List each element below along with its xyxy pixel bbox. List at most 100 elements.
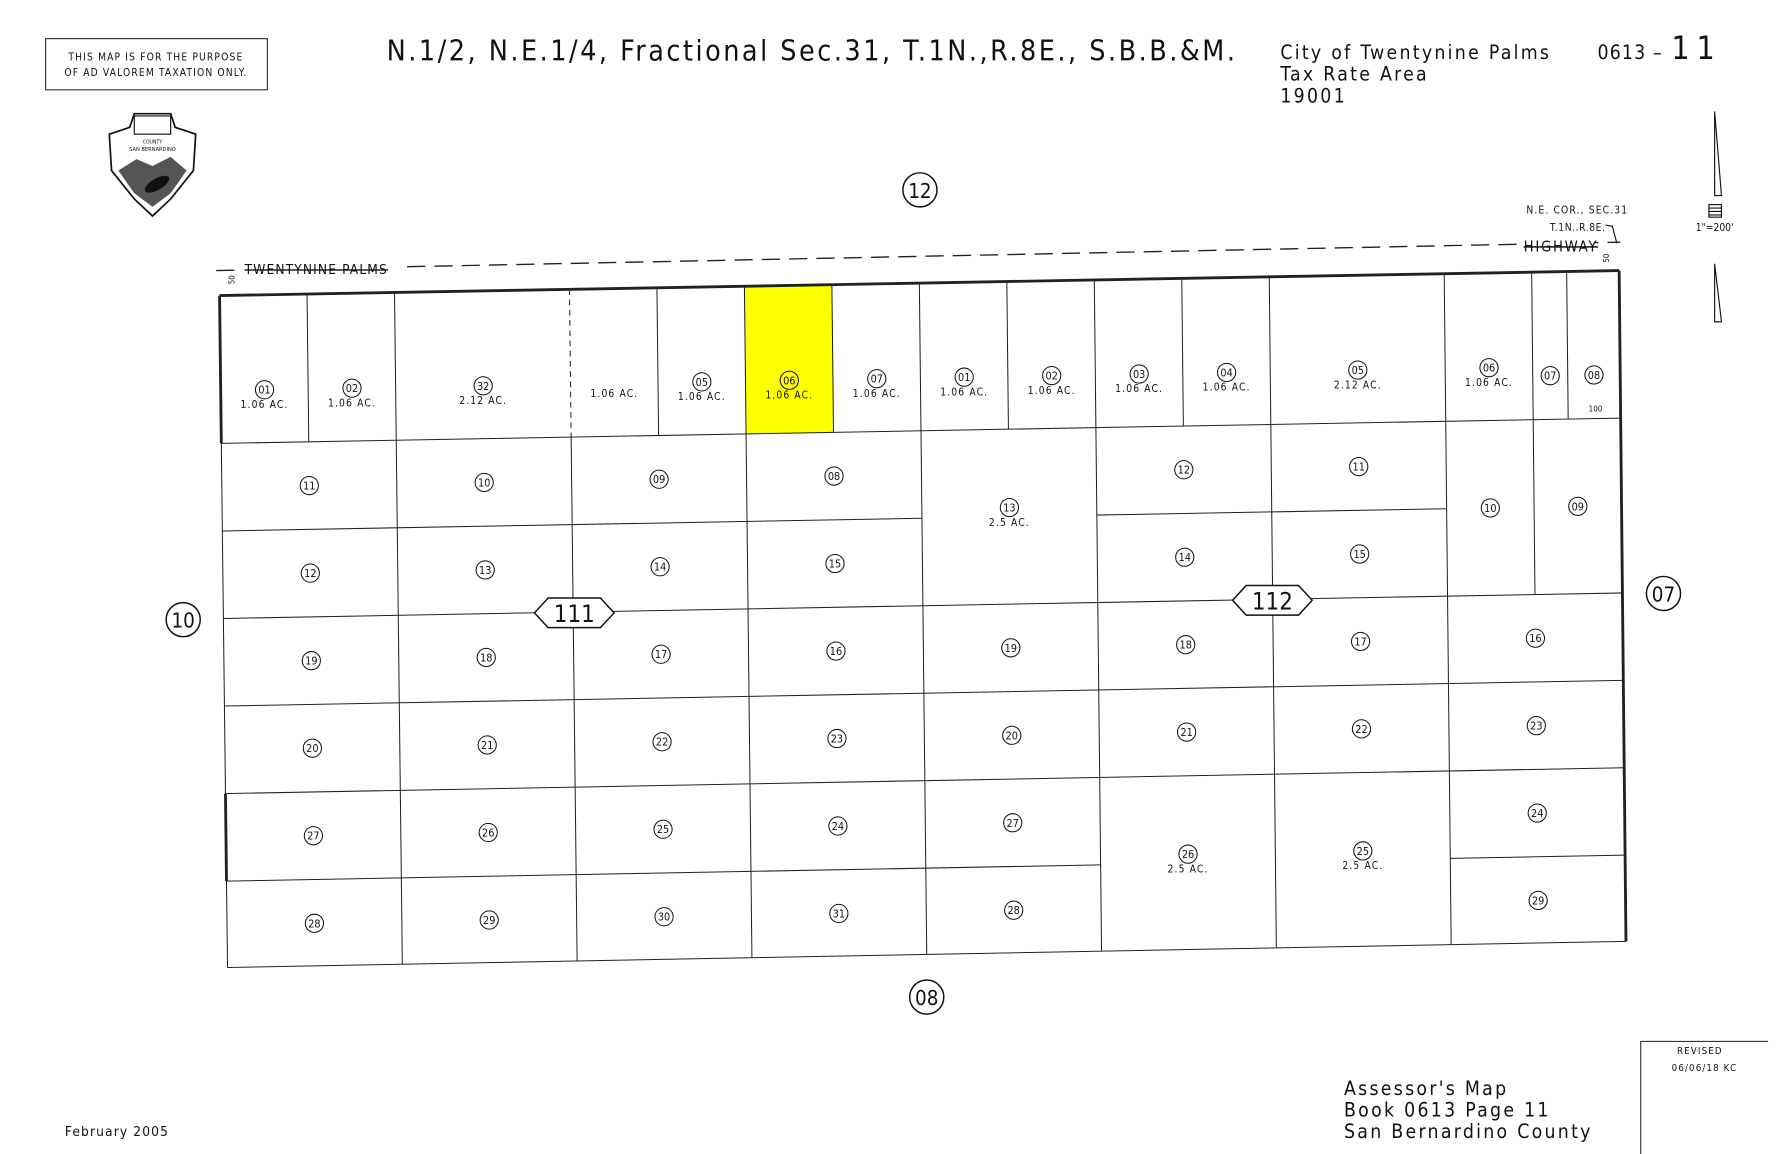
parcel-22[interactable]: 22 — [652, 732, 672, 752]
parcel-17[interactable]: 17 — [1350, 631, 1371, 652]
parcel-21[interactable]: 21 — [1177, 722, 1197, 742]
parcel-acreage: 1.06 AC. — [853, 389, 901, 400]
parcel-10[interactable]: 10 — [474, 472, 494, 493]
parcel-15[interactable]: 15 — [1350, 544, 1370, 564]
parcel-09[interactable]: 09 — [1568, 496, 1588, 516]
parcel-number: 22 — [656, 736, 668, 749]
parcel-20[interactable]: 20 — [302, 738, 322, 758]
parcel-19[interactable]: 19 — [1001, 638, 1021, 658]
parcel-27[interactable]: 27 — [303, 826, 324, 846]
parcel-line — [1450, 854, 1626, 859]
parcel-18[interactable]: 18 — [1176, 635, 1196, 655]
parcel-number: 13 — [1003, 502, 1015, 515]
parcel-number: 16 — [1529, 632, 1541, 645]
parcel-20[interactable]: 20 — [1002, 725, 1022, 745]
parcel-number-circle — [824, 466, 844, 486]
parcel-26[interactable]: 26 — [478, 822, 498, 843]
parcel-07[interactable]: 07 — [1540, 366, 1560, 386]
parcel-number: 10 — [1484, 502, 1496, 515]
parcel-12[interactable]: 12 — [300, 563, 320, 583]
parcel-05[interactable]: 05 2.12 AC. — [1334, 360, 1382, 391]
parcel-02[interactable]: 02 1.06 AC. — [1028, 365, 1076, 397]
parcel-line — [1268, 276, 1272, 425]
parcel-13[interactable]: 13 2.5 AC. — [989, 497, 1030, 529]
parcel-unnumbered[interactable]: 1.06 AC. — [590, 389, 638, 400]
parcel-acreage: 1.06 AC. — [678, 392, 726, 403]
parcel-14[interactable]: 14 — [1175, 547, 1195, 567]
parcel-11[interactable]: 11 — [1349, 456, 1369, 477]
parcel-21[interactable]: 21 — [477, 735, 497, 755]
parcel-number-circle — [473, 376, 493, 396]
highway-centerline — [216, 241, 1621, 272]
parcel-17[interactable]: 17 — [651, 644, 671, 664]
parcel-10[interactable]: 10 — [1480, 498, 1500, 518]
parcel-number-circle — [1353, 841, 1373, 861]
adjacent-page-west[interactable]: 10 — [165, 601, 201, 638]
parcel-25[interactable]: 25 — [653, 819, 673, 839]
parcel-11[interactable]: 11 — [299, 475, 319, 496]
parcel-22[interactable]: 22 — [1351, 719, 1372, 739]
parcel-13[interactable]: 13 — [475, 560, 495, 580]
parcel-line — [1096, 508, 1447, 516]
parcel-number-circle — [301, 651, 321, 671]
parcel-03[interactable]: 03 1.06 AC. — [1115, 364, 1163, 395]
parcel-32[interactable]: 32 2.12 AC. — [459, 376, 507, 407]
parcel-acreage: 1.06 AC. — [1115, 384, 1163, 395]
road-width-east: 50 — [1602, 253, 1611, 263]
parcel-line — [394, 292, 397, 441]
parcel-24[interactable]: 24 — [828, 816, 848, 836]
parcel-09[interactable]: 09 — [649, 469, 669, 489]
parcel-number-circle — [826, 641, 846, 661]
parcel-acreage: 1.06 AC. — [1203, 383, 1251, 394]
parcel-line — [743, 286, 747, 434]
parcel-23[interactable]: 23 — [1526, 716, 1546, 736]
parcel-14[interactable]: 14 — [650, 557, 670, 577]
parcel-02[interactable]: 02 1.06 AC. — [328, 378, 376, 409]
parcel-number: 27 — [1007, 817, 1019, 830]
parcel-15[interactable]: 15 — [825, 553, 845, 574]
parcel-29[interactable]: 29 — [479, 910, 499, 930]
svg-text:112: 112 — [1252, 587, 1293, 615]
parcel-31[interactable]: 31 — [829, 903, 849, 924]
parcel-01[interactable]: 01 1.06 AC. — [940, 367, 988, 398]
parcel-08[interactable]: 08 — [824, 466, 844, 486]
parcel-06[interactable]: 06 1.06 AC. — [1465, 358, 1513, 389]
parcel-line — [224, 679, 1624, 707]
page-number: 11 — [1671, 29, 1721, 67]
parcel-number-circle — [1350, 544, 1370, 564]
parcel-18[interactable]: 18 — [476, 647, 496, 668]
parcel-06-selected[interactable]: 06 1.06 AC. — [765, 370, 813, 401]
parcel-08[interactable]: 08 — [1584, 365, 1604, 385]
parcel-line — [1566, 271, 1569, 420]
parcel-29[interactable]: 29 — [1528, 890, 1548, 911]
parcel-28[interactable]: 28 — [304, 913, 325, 933]
parcel-number-circle — [1348, 360, 1368, 380]
corner-note-line-1: N.E. COR., SEC.31 — [1526, 206, 1628, 217]
adjacent-page-north[interactable]: 12 — [902, 172, 938, 208]
parcel-23[interactable]: 23 — [827, 728, 847, 749]
parcel-16[interactable]: 16 — [1525, 628, 1546, 648]
parcel-28[interactable]: 28 — [1004, 900, 1024, 920]
parcel-number-circle — [1351, 719, 1372, 739]
parcel-12[interactable]: 12 — [1174, 460, 1194, 480]
parcel-05[interactable]: 05 1.06 AC. — [678, 372, 726, 403]
parcel-number: 05 — [696, 376, 708, 389]
parcel-line — [1617, 270, 1628, 942]
parcel-07[interactable]: 07 1.06 AC. — [853, 369, 901, 400]
parcel-number: 20 — [1006, 729, 1018, 742]
parcel-line — [570, 437, 578, 962]
svg-text:111: 111 — [554, 600, 595, 628]
parcel-04[interactable]: 04 1.06 AC. — [1203, 362, 1251, 394]
parcel-16[interactable]: 16 — [826, 641, 846, 661]
parcel-01[interactable]: 01 1.06 AC. — [241, 380, 289, 411]
adjacent-page-east[interactable]: 07 — [1645, 575, 1682, 612]
parcel-25[interactable]: 25 2.5 AC. — [1342, 841, 1383, 872]
parcel-19[interactable]: 19 — [301, 651, 321, 671]
adjacent-page-south[interactable]: 08 — [908, 979, 945, 1015]
parcel-24[interactable]: 24 — [1527, 803, 1547, 823]
parcel-27[interactable]: 27 — [1003, 813, 1023, 833]
parcel-30[interactable]: 30 — [654, 907, 674, 927]
parcel-number: 18 — [480, 651, 492, 664]
parcel-26[interactable]: 26 2.5 AC. — [1168, 844, 1209, 875]
